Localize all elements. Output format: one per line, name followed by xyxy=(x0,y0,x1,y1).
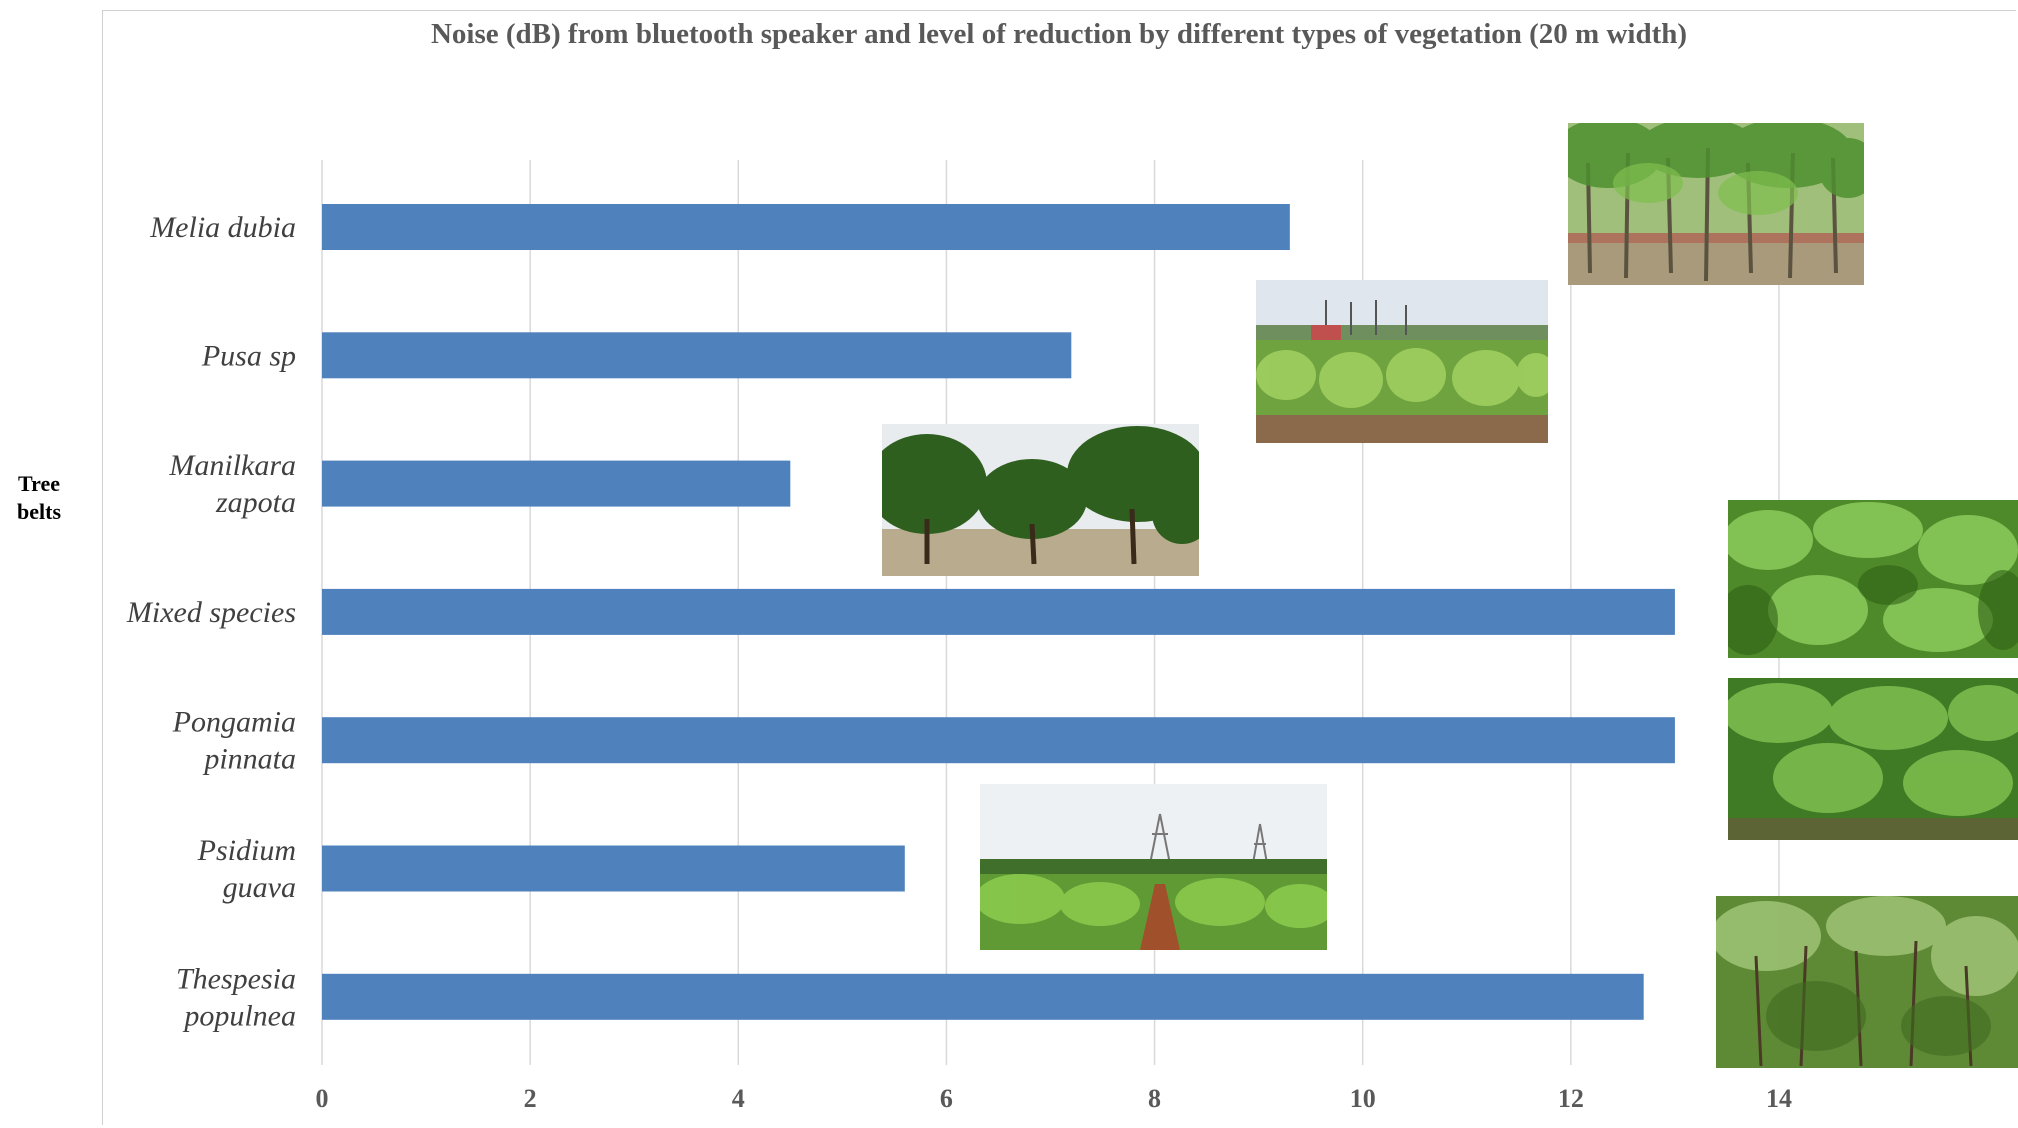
category-label: Pusa sp xyxy=(201,339,296,372)
x-tick-label: 8 xyxy=(1148,1084,1161,1113)
x-tick-label: 14 xyxy=(1766,1084,1792,1113)
bar xyxy=(322,204,1290,250)
bar xyxy=(322,332,1072,379)
bar xyxy=(322,845,905,892)
category-label: Melia dubia xyxy=(149,211,296,244)
x-tick-label: 10 xyxy=(1350,1084,1376,1113)
psidium-guava-photo xyxy=(980,784,1327,950)
manilkara-zapota-photo xyxy=(882,424,1199,576)
x-tick-labels: 0 2 4 6 8 10 12 14 xyxy=(316,1084,1792,1113)
x-tick-label: 6 xyxy=(940,1084,953,1113)
chart-title: Noise (dB) from bluetooth speaker and le… xyxy=(430,18,1688,50)
pongamia-pinnata-photo xyxy=(1728,678,2018,840)
melia-dubia-photo xyxy=(1568,123,1864,285)
x-tick-label: 0 xyxy=(316,1084,329,1113)
y-axis-title-line: belts xyxy=(17,499,61,524)
thespesia-populnea-photo xyxy=(1716,896,2018,1068)
category-label: Manilkara zapota xyxy=(168,449,296,519)
category-label: Thespesia populnea xyxy=(176,962,296,1032)
y-axis-title: Tree belts xyxy=(0,470,78,526)
category-label: Mixed species xyxy=(126,596,296,629)
category-labels: Melia dubia Pusa sp Manilkara zapota Mixed s… xyxy=(126,211,296,1032)
bar xyxy=(322,460,791,507)
y-axis-title-line: Tree xyxy=(18,471,60,496)
bar xyxy=(322,717,1675,764)
bar xyxy=(322,973,1644,1020)
x-tick-label: 4 xyxy=(732,1084,745,1113)
category-label: Psidium guava xyxy=(197,834,296,904)
mixed-species-photo xyxy=(1728,500,2018,658)
bars xyxy=(322,204,1675,1020)
pusa-sp-photo xyxy=(1256,280,1548,443)
bar xyxy=(322,588,1675,635)
x-tick-label: 2 xyxy=(524,1084,537,1113)
chart-frame xyxy=(102,10,2016,1125)
category-label: Pongamia pinnata xyxy=(172,706,296,776)
x-tick-label: 12 xyxy=(1558,1084,1584,1113)
